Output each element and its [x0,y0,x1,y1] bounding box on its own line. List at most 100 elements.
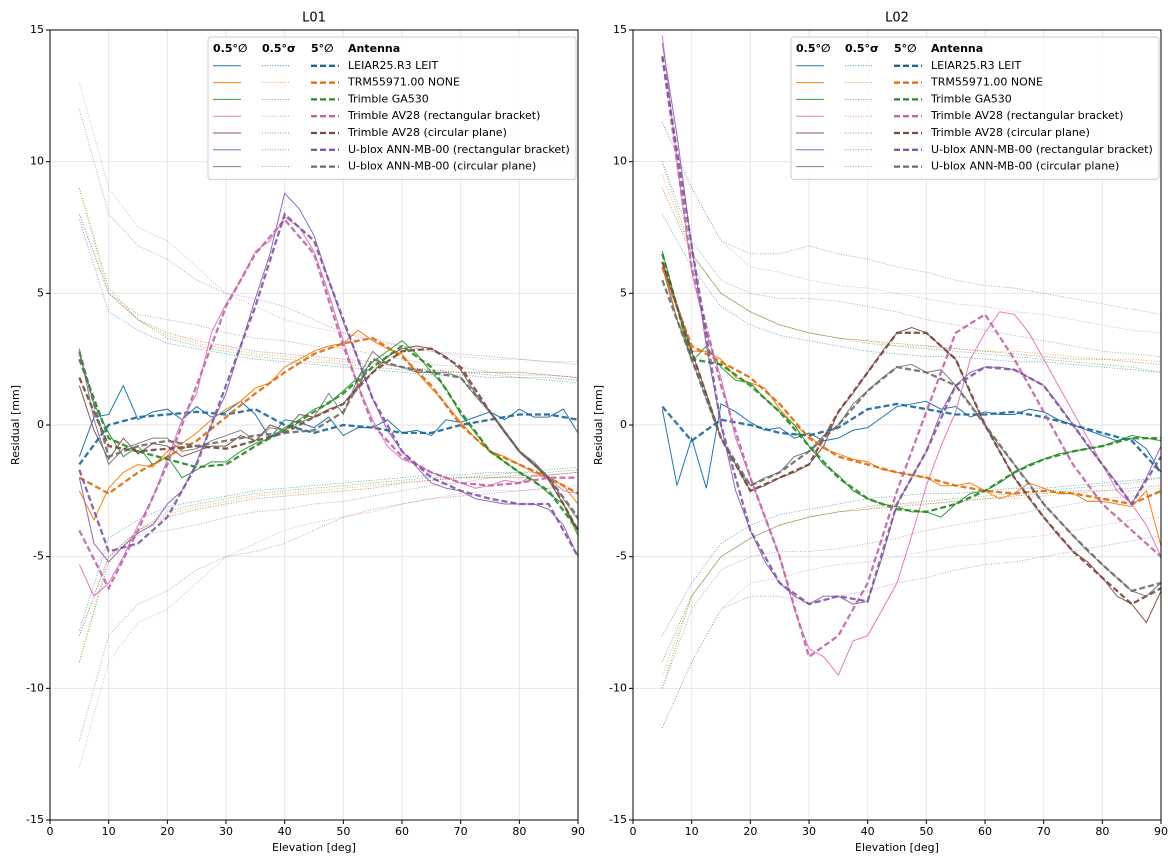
mean-line [78,192,578,563]
legend-label: U-blox ANN-MB-00 (circular plane) [348,160,536,173]
sigma-line [78,466,578,663]
sigma-line [661,187,1161,365]
sigma-line [78,472,578,636]
legend: 0.5°∅ 0.5°σ 5°∅ Antenna LEIAR25.R3 LEIT TRM55… [790,36,1160,180]
subplot: 0 10 20 30 40 50 60 70 80 90 -15 -10 -5 0 5 10 15 L02 Elev… [592,11,1168,855]
sigma-line [78,472,578,663]
sigma-line [78,485,578,742]
sigma-line [78,108,578,365]
mean-line [78,384,578,457]
y-tick-label: -10 [26,681,44,694]
mean-line [661,251,1161,518]
x-tick-label: 50 [919,825,933,838]
sigma-line [661,535,1161,728]
legend-label: Trimble GA530 [930,92,1012,105]
mean-line [661,400,1161,489]
legend-header: 0.5°σ [845,42,879,55]
axes-frame [49,29,579,821]
x-tick-label: 40 [861,825,875,838]
chart-title: L01 [302,11,326,26]
legend-label: Trimble GA530 [347,92,429,105]
y-tick-label: -10 [609,681,627,694]
legend-label: TRM55971.00 NONE [930,76,1043,89]
mean-5-line [78,344,578,532]
mean-5-line [78,212,578,558]
x-tick-label: 70 [454,825,468,838]
mean-5-line [78,350,578,518]
plot-area [78,82,578,768]
legend-header: Antenna [348,42,400,55]
sigma-line [661,516,1161,728]
x-tick-label: 80 [1095,825,1109,838]
sigma-line [78,214,578,378]
mean-5-line [661,261,1161,606]
sigma-line [78,82,578,363]
legend-label: Trimble AV28 (rectangular bracket) [930,109,1123,122]
x-tick-label: 0 [630,825,637,838]
legend-header: Antenna [931,42,983,55]
mean-5-line [661,56,1161,659]
chart-title: L02 [885,11,909,26]
x-axis-label: Elevation [deg] [855,841,939,854]
axes-frame [632,29,1162,821]
x-tick-label: 30 [219,825,233,838]
x-tick-label: 30 [802,825,816,838]
legend-label: U-blox ANN-MB-00 (circular plane) [931,160,1119,173]
mean-5-line [661,402,1161,474]
mean-line [78,329,578,521]
legend-header: 5°∅ [311,42,334,55]
mean-5-line [78,217,578,591]
sigma-line [661,161,1161,373]
y-tick-label: 10 [30,155,44,168]
sigma-line [78,187,578,384]
y-tick-label: 5 [37,286,44,299]
x-tick-label: 70 [1037,825,1051,838]
sigma-line [661,487,1161,676]
y-tick-label: 15 [613,23,627,36]
x-tick-label: 10 [102,825,116,838]
legend-label: Trimble AV28 (rectangular bracket) [347,109,540,122]
x-tick-label: 90 [571,825,585,838]
legend-header: 0.5°∅ [213,42,247,55]
x-tick-label: 20 [160,825,174,838]
mean-5-line [661,56,1161,606]
sigma-line [78,214,578,378]
sigma-line [661,214,1161,373]
y-tick-label: 10 [613,155,627,168]
x-tick-label: 0 [47,825,54,838]
sigma-line [661,122,1161,334]
subplot: 0 10 20 30 40 50 60 70 80 90 -15 -10 -5 0 5 10 15 L01 Elev… [9,11,585,855]
y-tick-label: 5 [620,286,627,299]
legend-label: Trimble AV28 (circular plane) [347,126,507,139]
x-tick-label: 80 [512,825,526,838]
mean-5-line [78,347,578,531]
legend-label: LEIAR25.R3 LEIT [348,59,438,72]
y-tick-label: -15 [609,813,627,826]
legend-header: 5°∅ [894,42,917,55]
mean-5-line [661,266,1161,506]
x-tick-label: 60 [395,825,409,838]
legend-label: LEIAR25.R3 LEIT [931,59,1021,72]
sigma-line [78,487,578,768]
sigma-line [78,187,578,378]
legend-box [790,36,1160,180]
legend-label: TRM55971.00 NONE [347,76,460,89]
legend-box [207,36,577,180]
mean-line [78,216,578,597]
sigma-line [661,493,1161,689]
y-tick-label: -5 [616,550,627,563]
sigma-line [661,174,1161,363]
legend-label: U-blox ANN-MB-00 (rectangular bracket) [931,143,1153,156]
mean-5-line [661,253,1161,514]
sigma-line [661,477,1161,636]
x-axis-label: Elevation [deg] [272,841,356,854]
plot-area [661,35,1161,728]
legend-label: Trimble AV28 (circular plane) [930,126,1090,139]
legend-header: 0.5°σ [262,42,296,55]
legend: 0.5°∅ 0.5°σ 5°∅ Antenna LEIAR25.R3 LEIT TRM55… [207,36,577,180]
y-axis-label: Residual [mm] [592,385,605,465]
y-axis-label: Residual [mm] [9,385,22,465]
sigma-line [661,477,1161,689]
x-tick-label: 10 [685,825,699,838]
